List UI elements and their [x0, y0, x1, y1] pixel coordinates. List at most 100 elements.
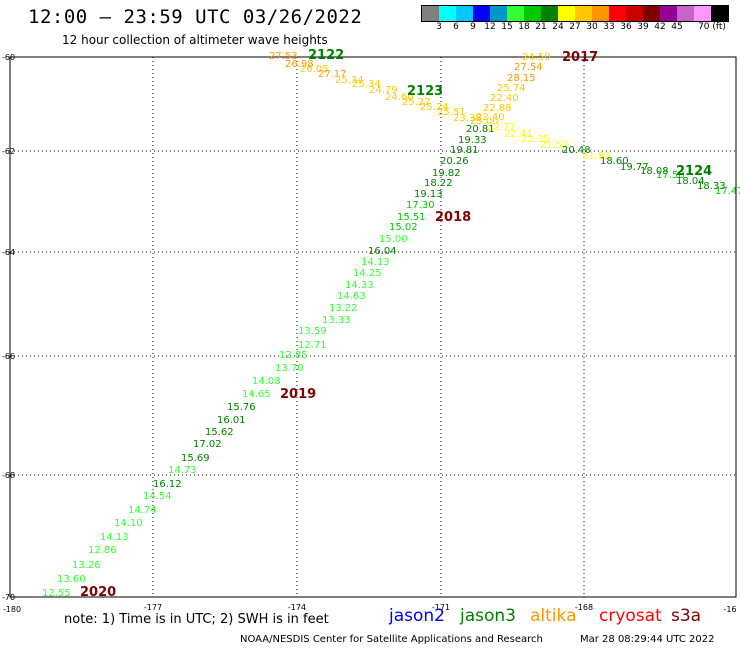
- color-scale-label: 36: [620, 22, 632, 32]
- color-scale-label: 33: [603, 22, 615, 32]
- wave-height-label: 25.34: [352, 79, 381, 90]
- pass-number-label: 2124: [676, 164, 712, 179]
- latitude-tick-label: -64: [2, 248, 15, 257]
- color-scale-label: 18: [518, 22, 530, 32]
- wave-height-label: 14.13: [100, 532, 129, 543]
- color-swatch: [609, 6, 626, 21]
- wave-height-label: 15.62: [205, 427, 234, 438]
- wave-height-label: 26.05: [300, 64, 329, 75]
- wave-height-label: 22.40: [490, 93, 519, 104]
- wave-height-label: 16.12: [153, 479, 182, 490]
- pass-numbers: 2122 2123 2124 2017 2018 2019 2020: [80, 48, 712, 600]
- wave-height-label: 21.52: [540, 140, 569, 151]
- wave-height-label: 17.30: [406, 200, 435, 211]
- pass-number-label: 2122: [308, 48, 344, 63]
- color-swatch: [558, 6, 575, 21]
- wave-height-label: 27.54: [514, 62, 543, 73]
- wave-height-label: 23.38: [453, 113, 482, 124]
- color-scale-label: 3: [436, 22, 442, 32]
- longitude-ticks: -180 -177 -174 -171 -168 -16: [3, 603, 737, 614]
- wave-height-label: 19.81: [450, 145, 479, 156]
- wave-height-label: 20.48: [562, 145, 591, 156]
- wave-height-label: 21.82: [582, 151, 611, 162]
- color-scale-label: 24: [552, 22, 564, 32]
- color-swatch: [711, 6, 728, 21]
- longitude-tick-label: -168: [575, 603, 593, 612]
- pass-number-label: 2018: [435, 210, 471, 225]
- wave-height-label: 14.73: [168, 465, 197, 476]
- wave-height-label: 26.98: [285, 59, 314, 70]
- latitude-tick-label: -68: [2, 471, 15, 480]
- wave-height-label: 25.24: [420, 102, 449, 113]
- color-scale-label: 39: [637, 22, 649, 32]
- wave-height-label: 15.02: [389, 222, 418, 233]
- color-scale-label: 9: [470, 22, 476, 32]
- color-scale: [421, 5, 729, 22]
- wave-height-label: 12.71: [298, 340, 327, 351]
- color-swatch: [592, 6, 609, 21]
- wave-height-label: 12.86: [88, 545, 117, 556]
- color-scale-label: 42: [654, 22, 666, 32]
- wave-height-label: 22.40: [476, 112, 505, 123]
- color-scale-label: 30: [586, 22, 598, 32]
- wave-height-label: 12.55: [42, 588, 71, 599]
- color-swatch: [643, 6, 660, 21]
- wave-height-label: 25.27: [402, 97, 431, 108]
- color-swatch: [626, 6, 643, 21]
- wave-height-label: 14.74: [128, 505, 157, 516]
- wave-height-values: 27.5326.9826.0527.1725.3425.3424.7924.60…: [42, 51, 740, 599]
- color-swatch: [490, 6, 507, 21]
- wave-height-label: 13.59: [298, 326, 327, 337]
- latitude-ticks: -60 -62 -64 -66 -68 -70: [2, 53, 15, 602]
- page-title: 12:00 – 23:59 UTC 03/26/2022: [28, 6, 363, 28]
- wave-height-label: 16.01: [217, 415, 246, 426]
- legend-jason2: jason2: [389, 606, 445, 626]
- pass-number-label: 2019: [280, 387, 316, 402]
- longitude-tick-label: -177: [144, 603, 162, 612]
- wave-height-label: 15.00: [379, 234, 408, 245]
- longitude-tick-label: -174: [288, 603, 306, 612]
- wave-height-label: 17.47: [715, 186, 740, 197]
- wave-height-label: 14.54: [143, 491, 172, 502]
- wave-height-label: 24.60: [385, 92, 414, 103]
- color-swatch: [694, 6, 711, 21]
- color-scale-label: 45: [671, 22, 683, 32]
- wave-height-label: 13.70: [275, 363, 304, 374]
- wave-height-label: 22.88: [483, 103, 512, 114]
- wave-height-label: 14.25: [353, 268, 382, 279]
- wave-height-label: 12.85: [279, 350, 308, 361]
- color-swatch: [524, 6, 541, 21]
- color-swatch: [422, 6, 439, 21]
- wave-height-label: 14.33: [345, 280, 374, 291]
- wave-height-label: 14.08: [252, 376, 281, 387]
- wave-height-label: 20.26: [440, 156, 469, 167]
- wave-height-label: 13.33: [322, 315, 351, 326]
- wave-height-label: 19.13: [414, 189, 443, 200]
- wave-height-label: 14.63: [337, 291, 366, 302]
- color-swatch: [575, 6, 592, 21]
- color-scale-label: 6: [453, 22, 459, 32]
- latitude-tick-label: -60: [2, 53, 15, 62]
- wave-height-label: 17.02: [193, 439, 222, 450]
- wave-height-label: 15.51: [397, 212, 426, 223]
- wave-height-label: 24.79: [369, 85, 398, 96]
- wave-height-label: 19.33: [458, 135, 487, 146]
- wave-height-label: 28.15: [507, 73, 536, 84]
- wave-height-label: 16.04: [368, 246, 397, 257]
- wave-height-label: 18.60: [600, 156, 629, 167]
- wave-height-label: 13.22: [329, 303, 358, 314]
- wave-height-label: 15.69: [181, 453, 210, 464]
- color-scale-label: 21: [535, 22, 547, 32]
- latitude-tick-label: -66: [2, 352, 15, 361]
- color-swatch: [541, 6, 558, 21]
- color-swatch: [439, 6, 456, 21]
- graticule: [10, 57, 736, 597]
- map-frame: [9, 56, 737, 598]
- legend-jason3: jason3: [460, 606, 516, 626]
- wave-height-label: 14.65: [242, 389, 271, 400]
- wave-height-label: 25.74: [497, 83, 526, 94]
- wave-height-label: 27.17: [318, 69, 347, 80]
- wave-height-label: 18.33: [697, 181, 726, 192]
- pass-number-label: 2017: [562, 50, 598, 65]
